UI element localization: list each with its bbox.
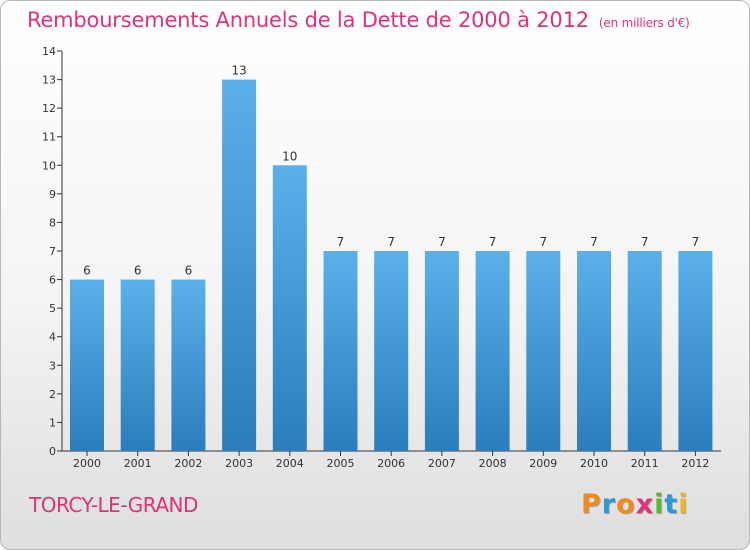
bar-value-label: 13 (231, 64, 246, 78)
y-tick-label: 9 (49, 188, 56, 201)
x-tick-label: 2003 (225, 457, 253, 470)
y-tick-label: 3 (49, 359, 56, 372)
bar-value-label: 6 (134, 264, 142, 278)
y-tick-label: 14 (42, 45, 56, 58)
bar-value-label: 6 (185, 264, 193, 278)
bar-value-label: 7 (539, 235, 547, 249)
x-tick-label: 2006 (377, 457, 405, 470)
y-tick-label: 8 (49, 216, 56, 229)
bar-value-label: 7 (641, 235, 649, 249)
logo-letter: t (664, 489, 679, 520)
bar (424, 251, 459, 451)
logo-letter: r (601, 489, 617, 520)
y-tick-label: 0 (49, 445, 56, 458)
bar-value-label: 7 (337, 235, 345, 249)
logo-letter: x (635, 489, 655, 520)
bar-value-label: 7 (387, 235, 395, 249)
bar (577, 251, 611, 451)
bar (120, 279, 155, 451)
bar (374, 251, 409, 451)
chart-title-text: Remboursements Annuels de la Dette de 20… (27, 8, 589, 32)
bar (627, 251, 662, 451)
bar-value-label: 7 (438, 235, 446, 249)
y-tick-label: 4 (49, 331, 56, 344)
bar (70, 279, 104, 451)
x-tick-label: 2005 (327, 457, 355, 470)
bar (272, 165, 307, 452)
x-tick-label: 2012 (681, 457, 709, 470)
y-tick-label: 12 (42, 102, 56, 115)
y-tick-label: 10 (42, 159, 56, 172)
y-tick-label: 1 (49, 416, 56, 429)
bar (475, 251, 510, 451)
x-tick-label: 2000 (73, 457, 101, 470)
logo-letter: i (654, 489, 665, 520)
bar-value-label: 7 (590, 235, 598, 249)
chart-title: Remboursements Annuels de la Dette de 20… (27, 8, 690, 32)
chart-unit: (en milliers d'€) (598, 16, 690, 30)
bar (171, 279, 206, 451)
x-tick-label: 2007 (428, 457, 456, 470)
bar-value-label: 6 (83, 264, 91, 278)
x-tick-label: 2010 (580, 457, 608, 470)
y-tick-label: 5 (49, 302, 56, 315)
x-tick-label: 2011 (631, 457, 659, 470)
proxiti-logo: Proxiti (581, 489, 689, 520)
x-tick-label: 2001 (124, 457, 152, 470)
x-tick-label: 2002 (174, 457, 202, 470)
logo-letter: P (581, 489, 602, 520)
y-tick-label: 7 (49, 245, 56, 258)
logo-letter: o (616, 489, 636, 520)
bar-value-label: 10 (282, 149, 297, 163)
commune-name: TORCY-LE-GRAND (29, 493, 198, 517)
x-tick-label: 2004 (276, 457, 304, 470)
bar (323, 251, 358, 451)
bar-value-label: 7 (692, 235, 700, 249)
y-tick-label: 11 (42, 131, 56, 144)
y-tick-label: 13 (42, 74, 56, 87)
y-tick-label: 2 (49, 388, 56, 401)
x-tick-label: 2008 (479, 457, 507, 470)
x-tick-label: 2009 (529, 457, 557, 470)
bar (222, 79, 257, 452)
bar (526, 251, 561, 451)
bar-value-label: 7 (489, 235, 497, 249)
logo-letter: i (678, 489, 689, 520)
bar (678, 251, 713, 451)
y-tick-label: 6 (49, 274, 56, 287)
